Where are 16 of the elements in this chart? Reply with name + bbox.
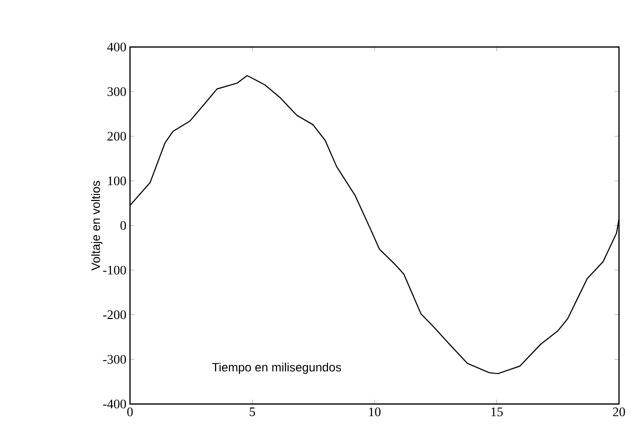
x-tick-label: 20 (613, 408, 626, 416)
x-tick-label: 15 (491, 408, 503, 416)
y-tick-label: 200 (108, 132, 126, 141)
y-axis-title: Voltaje en voltios (91, 180, 102, 270)
x-tick-label: 0 (127, 408, 133, 416)
y-tick-label: 400 (107, 42, 126, 52)
y-tick-label: -200 (103, 310, 126, 320)
y-tick-label: -400 (103, 400, 126, 408)
y-tick-label: 100 (108, 176, 126, 186)
y-tick-label: -300 (103, 354, 126, 364)
x-tick-label: 5 (250, 408, 255, 416)
y-tick-label: 300 (108, 87, 126, 96)
x-tick-label: 10 (369, 408, 381, 416)
x-axis-title: Tiempo en milisegundos (212, 362, 342, 374)
y-tick-label: 0 (120, 221, 126, 230)
y-tick-label: -100 (103, 266, 126, 274)
